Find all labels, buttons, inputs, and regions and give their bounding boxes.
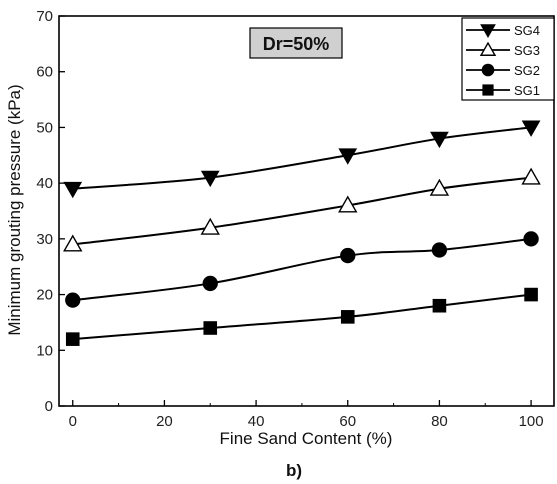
data-point-sg2 — [202, 275, 218, 292]
legend-label-sg1: SG1 — [514, 83, 540, 98]
legend-entry-sg1: SG1 — [466, 83, 540, 98]
y-tick-label: 10 — [36, 342, 53, 359]
data-point-sg4 — [63, 181, 83, 199]
legend-label-sg2: SG2 — [514, 63, 540, 78]
legend-marker-sg2 — [481, 63, 495, 77]
data-point-sg4 — [430, 131, 449, 149]
series-line-sg1 — [72, 293, 532, 341]
y-tick-label: 70 — [36, 8, 53, 25]
x-tick-label: 0 — [69, 413, 77, 430]
legend-box — [461, 17, 555, 101]
annotation-badge-box — [249, 27, 343, 59]
y-tick-label: 0 — [45, 398, 53, 415]
data-point-sg3 — [521, 167, 541, 185]
legend-marker-sg3 — [479, 41, 497, 56]
y-axis-label: Minimum grouting pressure (kPa) — [5, 84, 24, 335]
data-point-sg2 — [523, 231, 539, 247]
x-tick-label: 20 — [156, 413, 173, 430]
data-point-sg1 — [432, 298, 447, 313]
plot-area — [58, 15, 555, 407]
annotation-badge: Dr=50% — [249, 27, 343, 59]
x-tick-label: 40 — [248, 413, 265, 430]
data-point-sg2 — [340, 247, 356, 264]
series-sg2 — [65, 231, 539, 308]
data-point-sg3 — [338, 195, 358, 213]
data-point-sg4 — [521, 120, 541, 137]
data-point-sg1 — [203, 321, 218, 335]
data-point-sg3 — [200, 217, 220, 235]
annotation-text: Dr=50% — [263, 34, 330, 54]
legend-entry-sg2: SG2 — [466, 63, 540, 78]
data-point-sg3 — [63, 234, 83, 252]
x-tick-label: 60 — [339, 413, 356, 430]
series-line-sg4 — [72, 126, 532, 190]
legend-entry-sg4: SG4 — [466, 23, 540, 39]
legend-marker-sg1 — [482, 84, 494, 96]
y-tick-label: 20 — [36, 287, 53, 304]
data-point-sg1 — [65, 332, 80, 346]
y-tick-label: 50 — [36, 119, 53, 136]
data-point-sg1 — [524, 287, 538, 302]
data-point-sg4 — [200, 170, 220, 188]
data-point-sg2 — [65, 292, 81, 308]
x-axis: 0 20 40 60 80 100 — [69, 400, 544, 430]
y-tick-label: 40 — [36, 175, 53, 192]
series-line-sg3 — [72, 176, 532, 246]
series-sg1 — [65, 287, 538, 346]
series-sg3 — [63, 167, 541, 252]
legend-marker-sg4 — [480, 24, 496, 39]
legend: SG4 SG3 SG2 SG1 — [461, 17, 555, 101]
y-axis: 0 10 20 30 40 50 60 70 — [36, 8, 65, 415]
series-layer — [63, 120, 541, 346]
y-tick-label: 60 — [36, 64, 53, 81]
legend-entry-sg3: SG3 — [466, 41, 540, 58]
panel-label: b) — [286, 461, 302, 480]
x-tick-label: 100 — [519, 413, 544, 430]
x-axis-label: Fine Sand Content (%) — [220, 429, 393, 448]
plot-frame — [58, 15, 555, 407]
series-sg4 — [63, 120, 541, 199]
data-point-sg4 — [338, 148, 358, 165]
data-point-sg1 — [340, 310, 355, 324]
legend-label-sg4: SG4 — [514, 23, 540, 38]
data-point-sg3 — [429, 178, 450, 196]
x-tick-label: 80 — [431, 413, 448, 430]
data-point-sg2 — [431, 242, 448, 258]
y-tick-label: 30 — [36, 231, 53, 248]
legend-label-sg3: SG3 — [514, 43, 540, 58]
series-line-sg2 — [72, 237, 532, 302]
